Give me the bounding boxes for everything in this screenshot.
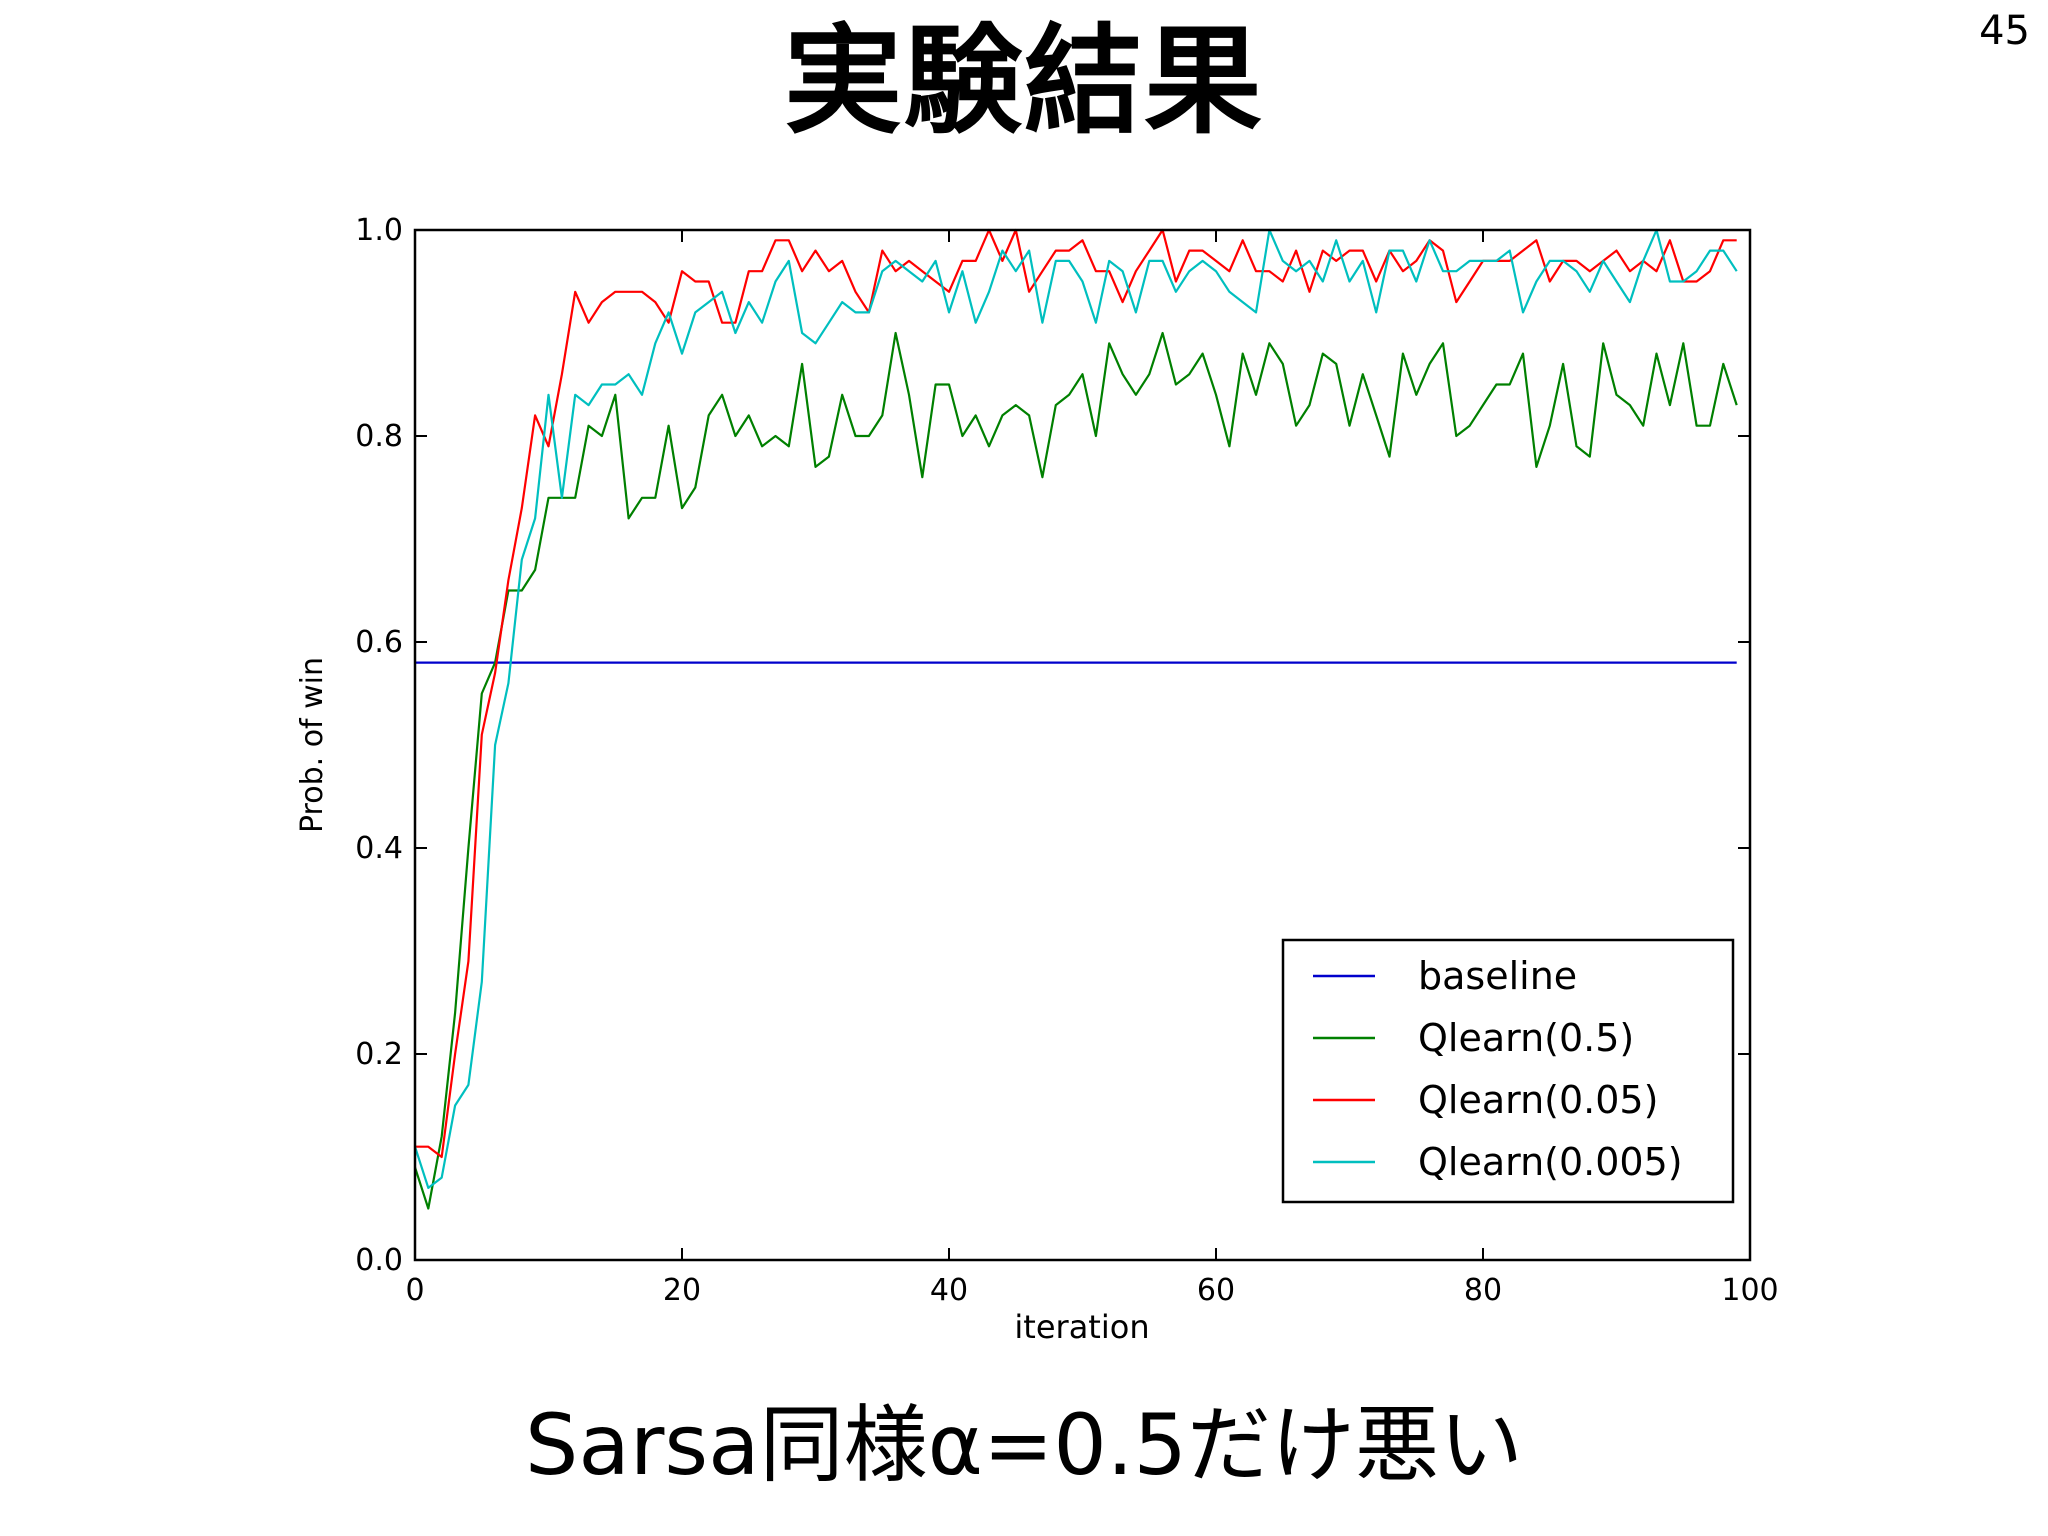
x-tick-label: 20: [663, 1273, 701, 1308]
series-line-1: [413, 331, 1738, 1210]
x-axis-label: iteration: [1014, 1308, 1149, 1346]
x-tick-label: 40: [930, 1273, 968, 1308]
x-tick-label: 80: [1464, 1273, 1502, 1308]
page-number: 45: [1979, 8, 2030, 54]
y-tick-label: 0.2: [355, 1037, 403, 1072]
x-tick-label: 100: [1721, 1273, 1778, 1308]
x-tick-label: 60: [1197, 1273, 1235, 1308]
slide-title: 実験結果: [783, 12, 1264, 150]
y-axis-label: Prob. of win: [295, 657, 330, 833]
series-line-2: [415, 228, 1737, 1159]
series-line-3: [413, 228, 1738, 1190]
y-tick-label: 0.0: [355, 1243, 403, 1278]
legend-label-1: Qlearn(0.5): [1418, 1016, 1634, 1060]
slide-caption: Sarsa同様α=0.5だけ悪い: [525, 1396, 1523, 1494]
x-tick-label: 0: [405, 1273, 424, 1308]
line-chart: 0 20 40 60 80 100 0.0 0.2 0.4 0.6 0.8 1.0 iteration…: [295, 213, 1779, 1346]
y-tick-label: 0.4: [355, 831, 403, 866]
y-tick-label: 1.0: [355, 213, 403, 248]
legend: baseline Qlearn(0.5) Qlearn(0.05) Qlearn(0.…: [1281, 938, 1735, 1204]
legend-label-0: baseline: [1418, 954, 1577, 998]
y-tick-label: 0.6: [355, 625, 403, 660]
plot-frame: [413, 228, 1752, 1262]
legend-box: [1281, 938, 1735, 1204]
y-tick-label: 0.8: [355, 419, 403, 454]
legend-label-2: Qlearn(0.05): [1418, 1078, 1658, 1122]
legend-label-3: Qlearn(0.005): [1418, 1140, 1683, 1184]
